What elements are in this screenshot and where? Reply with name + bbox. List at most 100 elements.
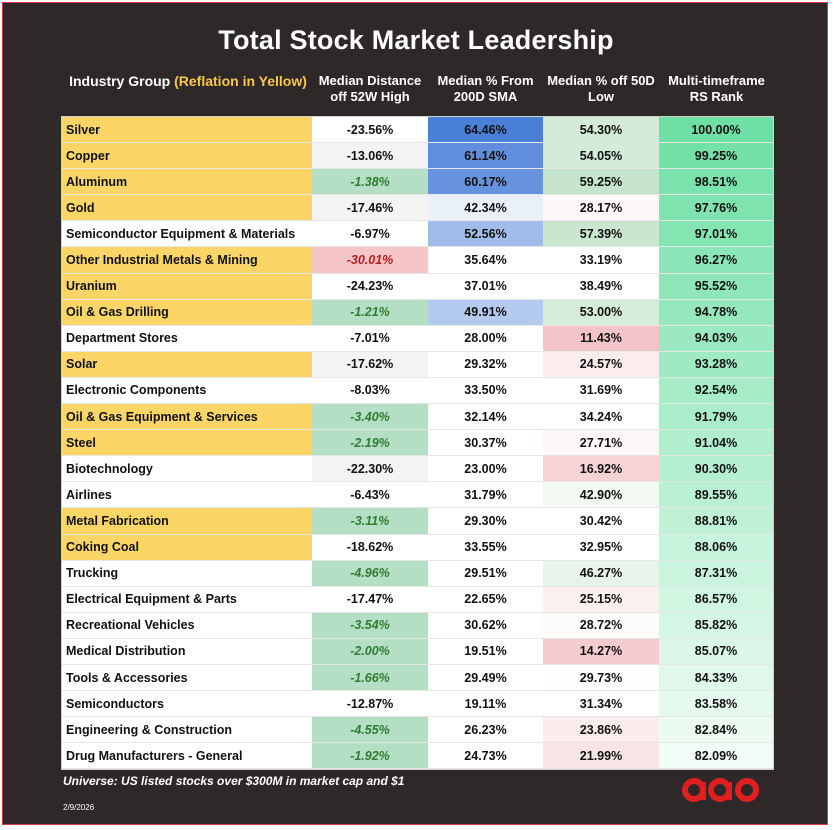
low-50d-value: 31.34%: [543, 691, 659, 717]
dist-52w-value: -6.43%: [350, 487, 390, 502]
header-rs-rank: Multi-timeframe RS Rank: [668, 73, 765, 104]
sma-200-value: 29.30%: [428, 508, 543, 534]
industry-name: Recreational Vehicles: [66, 618, 195, 633]
sma-200-value: 49.91%: [428, 299, 543, 325]
low-50d-value: 29.73%: [543, 664, 659, 691]
low-50d-value: 59.25%: [543, 169, 659, 195]
dist-52w-value: -1.92%: [312, 743, 428, 769]
footnote: Universe: US listed stocks over $300M in…: [63, 774, 405, 788]
leadership-table: Silver -23.56% 64.46% 54.30% 100.00% Copper -1…: [61, 116, 774, 770]
rs-rank-value: 85.07%: [659, 638, 773, 664]
sma-200-value: 24.73%: [428, 743, 543, 769]
header-sma200: Median % From 200D SMA: [437, 73, 534, 104]
table-row: Department Stores -7.01% 28.00% 11.43% 94.03…: [62, 325, 773, 352]
rs-rank-value: 90.30%: [659, 456, 773, 482]
table-row: Gold -17.46% 42.34% 28.17% 97.76%: [62, 195, 773, 222]
table-row: Steel -2.19% 30.37% 27.71% 91.04%: [62, 430, 773, 457]
dist-52w-value: -12.87%: [346, 696, 394, 711]
low-50d-value: 32.95%: [543, 534, 659, 560]
header-dist52w: Median Distance off 52W High: [318, 73, 422, 104]
rs-rank-value: 94.03%: [659, 325, 773, 351]
sma-200-value: 33.55%: [428, 534, 543, 560]
sma-200-value: 30.37%: [428, 430, 543, 456]
dist-52w-value: -2.00%: [312, 638, 428, 664]
sma-200-value: 19.11%: [428, 691, 543, 717]
table-row: Tools & Accessories -1.66% 29.49% 29.73% 84.…: [62, 664, 773, 692]
industry-name: Airlines: [66, 487, 112, 502]
rs-rank-value: 92.54%: [659, 377, 773, 404]
low-50d-value: 34.24%: [543, 404, 659, 430]
table-row: Uranium -24.23% 37.01% 38.49% 95.52%: [62, 273, 773, 300]
table-row: Copper -13.06% 61.14% 54.05% 99.25%: [62, 143, 773, 170]
industry-name: Electronic Components: [66, 383, 207, 398]
table-row: Airlines -6.43% 31.79% 42.90% 89.55%: [62, 482, 773, 509]
rs-rank-value: 93.28%: [659, 351, 773, 377]
rs-rank-value: 97.76%: [659, 195, 773, 221]
rs-rank-value: 88.06%: [659, 534, 773, 560]
sma-200-value: 33.50%: [428, 377, 543, 404]
sma-200-value: 32.14%: [428, 404, 543, 430]
industry-name: Metal Fabrication: [62, 508, 312, 534]
table-row: Electrical Equipment & Parts -17.47% 22.65…: [62, 586, 773, 613]
rs-rank-value: 94.78%: [659, 299, 773, 325]
industry-name: Trucking: [66, 566, 119, 581]
dist-52w-value: -17.62%: [312, 351, 428, 377]
industry-name: Tools & Accessories: [66, 670, 188, 685]
rs-rank-value: 98.51%: [659, 169, 773, 195]
dist-52w-value: -7.01%: [350, 331, 390, 346]
rs-rank-value: 83.58%: [659, 691, 773, 717]
industry-name: Solar: [62, 351, 312, 377]
header-low50: Median % off 50D Low: [547, 73, 655, 104]
dist-52w-value: -1.21%: [312, 299, 428, 325]
dist-52w-value: -3.54%: [312, 612, 428, 638]
low-50d-value: 28.72%: [543, 612, 659, 638]
sma-200-value: 35.64%: [428, 247, 543, 273]
table-row: Other Industrial Metals & Mining -30.01% 3…: [62, 247, 773, 274]
dist-52w-value: -3.40%: [312, 404, 428, 430]
industry-name: Semiconductor Equipment & Materials: [66, 226, 296, 241]
rs-rank-value: 97.01%: [659, 221, 773, 247]
rs-rank-value: 82.09%: [659, 743, 773, 769]
low-50d-value: 16.92%: [543, 456, 659, 482]
industry-name: Drug Manufacturers - General: [66, 748, 243, 763]
dist-52w-value: -17.46%: [312, 195, 428, 221]
low-50d-value: 46.27%: [543, 560, 659, 586]
low-50d-value: 54.30%: [543, 117, 659, 143]
sma-200-value: 52.56%: [428, 221, 543, 247]
low-50d-value: 21.99%: [543, 743, 659, 769]
low-50d-value: 31.69%: [543, 377, 659, 404]
dist-52w-value: -6.97%: [350, 226, 390, 241]
sma-200-value: 26.23%: [428, 717, 543, 743]
dist-52w-value: -17.47%: [346, 592, 394, 607]
sma-200-value: 37.01%: [428, 273, 543, 299]
dist-52w-value: -13.06%: [312, 143, 428, 169]
rs-rank-value: 88.81%: [659, 508, 773, 534]
industry-name: Copper: [62, 143, 312, 169]
dist-52w-value: -3.11%: [312, 508, 428, 534]
dist-52w-value: -4.96%: [312, 560, 428, 586]
rs-rank-value: 89.55%: [659, 482, 773, 508]
rs-rank-value: 95.52%: [659, 273, 773, 299]
table-row: Drug Manufacturers - General -1.92% 24.73%…: [62, 743, 773, 770]
table-row: Coking Coal -18.62% 33.55% 32.95% 88.06%: [62, 534, 773, 561]
table-row: Medical Distribution -2.00% 19.51% 14.27% 85…: [62, 638, 773, 665]
table-row: Recreational Vehicles -3.54% 30.62% 28.72% 8…: [62, 612, 773, 639]
table-row: Solar -17.62% 29.32% 24.57% 93.28%: [62, 351, 773, 378]
table-row: Oil & Gas Drilling -1.21% 49.91% 53.00% 94.7…: [62, 299, 773, 326]
low-50d-value: 54.05%: [543, 143, 659, 169]
low-50d-value: 53.00%: [543, 299, 659, 325]
sma-200-value: 29.32%: [428, 351, 543, 377]
industry-name: Electrical Equipment & Parts: [66, 592, 237, 607]
low-50d-value: 30.42%: [543, 508, 659, 534]
rs-rank-value: 87.31%: [659, 560, 773, 586]
report-date: 2/9/2026: [63, 803, 95, 812]
rs-rank-value: 85.82%: [659, 612, 773, 638]
table-row: Trucking -4.96% 29.51% 46.27% 87.31%: [62, 560, 773, 587]
sma-200-value: 30.62%: [428, 612, 543, 638]
dist-52w-value: -4.55%: [312, 717, 428, 743]
page-title: Total Stock Market Leadership: [218, 25, 614, 55]
industry-name: Semiconductors: [66, 696, 164, 711]
header-industry: Industry Group (Reflation in Yellow): [63, 73, 313, 89]
rs-rank-value: 99.25%: [659, 143, 773, 169]
